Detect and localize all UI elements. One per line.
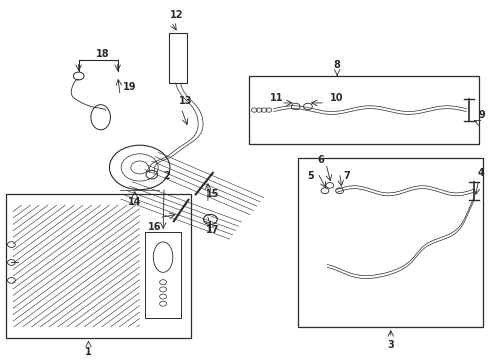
Text: 10: 10 bbox=[330, 93, 343, 103]
Text: 14: 14 bbox=[128, 197, 141, 207]
Text: 12: 12 bbox=[169, 10, 183, 20]
Text: 17: 17 bbox=[205, 225, 219, 235]
Bar bbox=[168, 33, 187, 83]
Text: 4: 4 bbox=[477, 168, 484, 178]
Bar bbox=[249, 76, 478, 144]
Text: 11: 11 bbox=[269, 93, 283, 103]
Text: 6: 6 bbox=[317, 155, 324, 165]
Text: 3: 3 bbox=[386, 340, 393, 350]
Text: 5: 5 bbox=[306, 171, 313, 181]
Text: 1: 1 bbox=[85, 347, 92, 357]
Text: 2: 2 bbox=[163, 171, 169, 181]
Bar bbox=[144, 232, 181, 318]
Text: 16: 16 bbox=[147, 222, 161, 231]
Text: 7: 7 bbox=[343, 171, 349, 181]
Text: 15: 15 bbox=[205, 189, 219, 199]
Text: 18: 18 bbox=[96, 49, 110, 59]
Bar bbox=[5, 194, 190, 338]
Text: 19: 19 bbox=[123, 82, 136, 92]
Text: 13: 13 bbox=[179, 96, 192, 106]
Bar bbox=[298, 158, 483, 327]
Text: 9: 9 bbox=[477, 111, 484, 121]
Text: 8: 8 bbox=[333, 60, 340, 70]
